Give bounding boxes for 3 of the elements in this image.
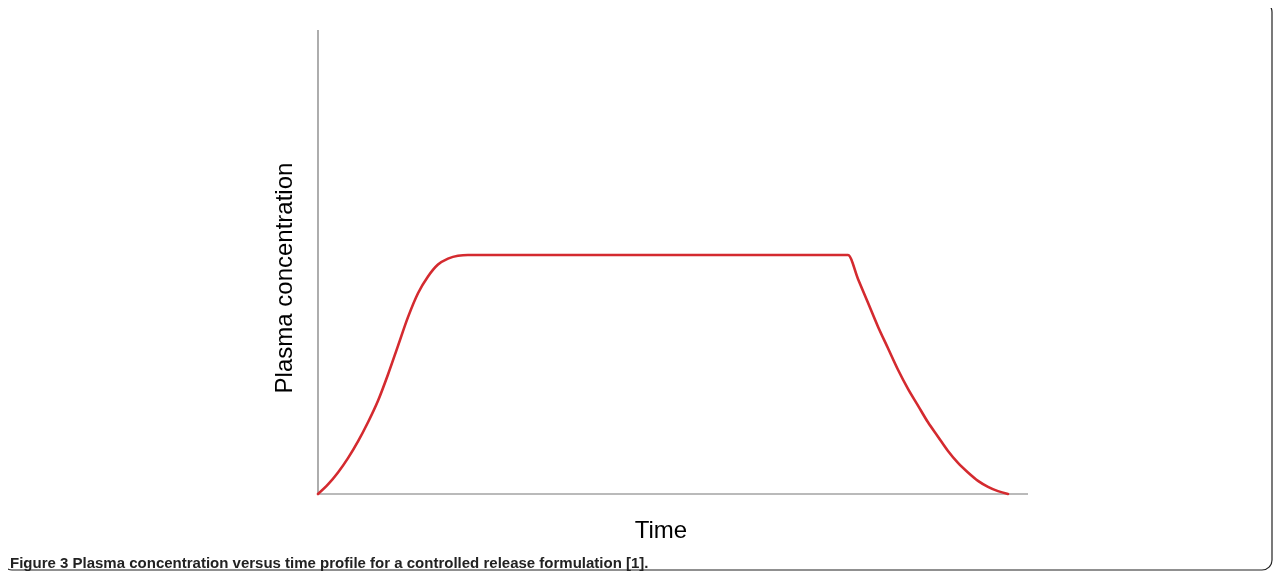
x-axis-title: Time	[634, 516, 688, 543]
y-axis-title: Plasma concentration	[270, 162, 297, 394]
caption: Figure 3 Plasma concentration versus time profile for a controlled release formulation [1].	[10, 554, 649, 571]
